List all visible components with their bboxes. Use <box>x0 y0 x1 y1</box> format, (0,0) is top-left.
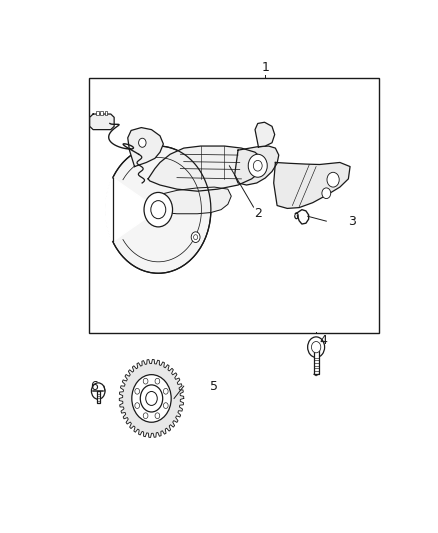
Text: 5: 5 <box>210 379 218 393</box>
Text: 3: 3 <box>348 215 356 229</box>
Circle shape <box>143 413 148 418</box>
Circle shape <box>135 403 140 408</box>
Circle shape <box>191 232 200 243</box>
Polygon shape <box>148 146 262 191</box>
Circle shape <box>307 337 325 358</box>
Bar <box>314 350 318 374</box>
Circle shape <box>155 378 160 384</box>
Circle shape <box>322 188 331 199</box>
Circle shape <box>143 378 148 384</box>
Polygon shape <box>150 187 231 214</box>
Circle shape <box>135 389 140 394</box>
Wedge shape <box>105 177 159 242</box>
Circle shape <box>92 383 105 399</box>
Bar <box>100 111 103 115</box>
Polygon shape <box>90 114 114 130</box>
Circle shape <box>163 389 168 394</box>
Polygon shape <box>119 359 184 438</box>
Text: 6: 6 <box>90 379 98 393</box>
Circle shape <box>194 235 198 240</box>
Circle shape <box>151 200 166 219</box>
Polygon shape <box>235 146 279 185</box>
Polygon shape <box>255 122 275 147</box>
Bar <box>88 78 379 333</box>
Circle shape <box>138 138 146 147</box>
Circle shape <box>106 146 211 273</box>
Text: 4: 4 <box>319 335 327 348</box>
Circle shape <box>327 172 339 187</box>
Circle shape <box>311 342 321 353</box>
Circle shape <box>163 403 168 408</box>
Text: 1: 1 <box>261 61 269 74</box>
Circle shape <box>146 391 157 406</box>
Circle shape <box>253 160 262 171</box>
Circle shape <box>155 413 160 418</box>
Bar <box>105 111 107 115</box>
Text: 2: 2 <box>254 207 262 220</box>
Bar <box>96 111 99 115</box>
Polygon shape <box>128 127 163 166</box>
Circle shape <box>140 385 162 412</box>
Polygon shape <box>274 163 350 208</box>
Circle shape <box>132 375 171 422</box>
Circle shape <box>144 192 173 227</box>
Bar <box>97 391 100 403</box>
Circle shape <box>248 154 267 177</box>
